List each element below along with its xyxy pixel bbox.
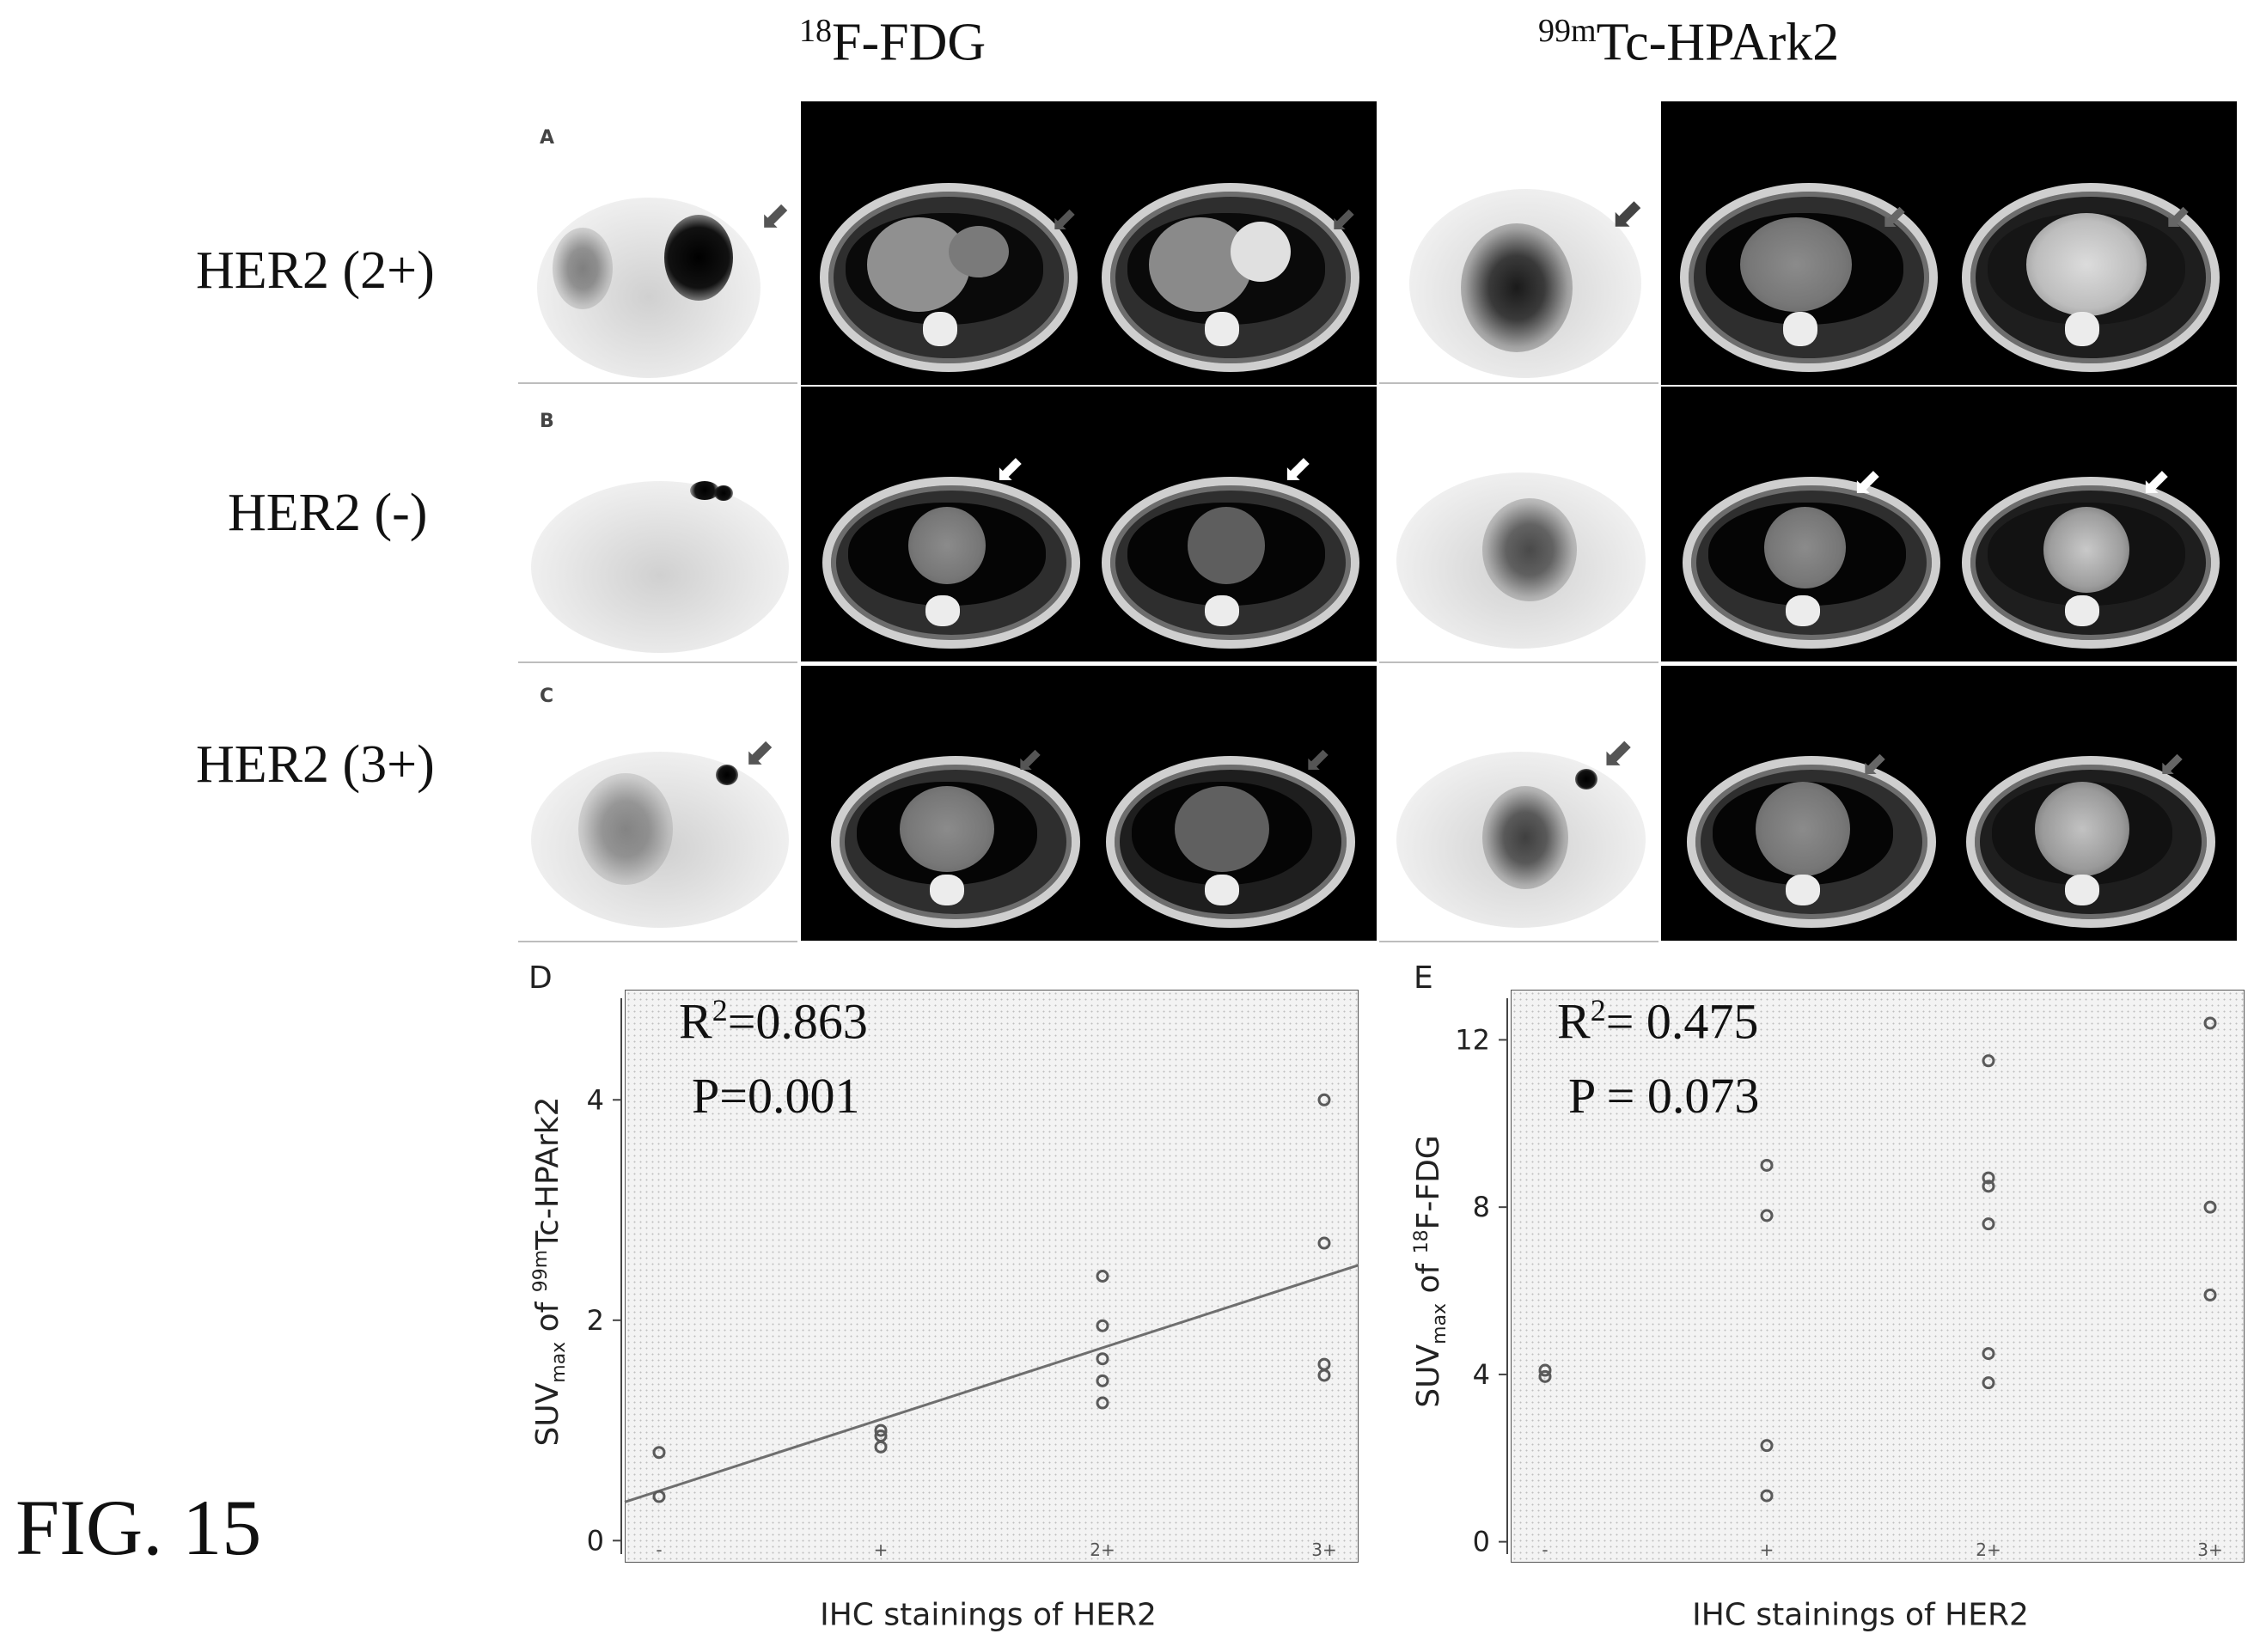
chart-e-data-point <box>1538 1369 1552 1383</box>
pet-image-hpark2-a: ⬋ <box>1379 103 1658 384</box>
chart-d-x-tick-label: - <box>656 1539 662 1560</box>
chart-e-data-point <box>1760 1209 1774 1222</box>
chart-d-data-point <box>1096 1396 1109 1410</box>
row-label-her2-neg: HER2 (-) <box>228 484 428 542</box>
chart-e-data-point <box>1760 1489 1774 1503</box>
chart-d-plot-area <box>625 990 1359 1563</box>
chart-e-x-axis-title: IHC stainings of HER2 <box>1692 1597 2029 1633</box>
ct-images-hpark2-a: ⬋ ⬋ <box>1661 101 2237 385</box>
chart-d-data-point <box>1317 1093 1331 1106</box>
chart-d-r2: R2=0.863 <box>679 993 868 1050</box>
pet-image-hpark2-c: ⬋ <box>1379 666 1658 942</box>
chart-e-data-point <box>1982 1376 1995 1390</box>
panel-letter-d: D <box>528 960 553 996</box>
chart-d-y-tick-label: 4 <box>587 1083 604 1116</box>
chart-e-x-tick-label: - <box>1542 1539 1548 1560</box>
chart-e-y-axis-title: SUVmax of 18F-FDG <box>1410 1135 1451 1408</box>
chart-e-r2: R2= 0.475 <box>1557 993 1759 1050</box>
panel-letter-b: B <box>540 411 554 432</box>
chart-d-data-point <box>1096 1374 1109 1387</box>
chart-d-data-point <box>1317 1236 1331 1250</box>
chart-e-x-tick-label: 3+ <box>2197 1539 2222 1560</box>
chart-d-x-tick-label: 3+ <box>1311 1539 1336 1560</box>
chart-e-data-point <box>2203 1016 2217 1030</box>
chart-d-x-tick-label: + <box>874 1539 889 1560</box>
figure-label: FIG. 15 <box>15 1484 262 1571</box>
chart-e-plot-area <box>1511 990 2245 1563</box>
pet-image-hpark2-b <box>1379 387 1658 663</box>
ct-images-hpark2-c: ⬋ ⬋ <box>1661 666 2237 941</box>
chart-d-p-value: P=0.001 <box>692 1068 860 1124</box>
chart-e-data-point <box>2203 1288 2217 1301</box>
chart-d-data-point <box>1096 1352 1109 1366</box>
column-title-fdg: 18F-FDG <box>799 13 987 72</box>
chart-e-data-point <box>1538 1363 1552 1377</box>
chart-d-data-point <box>652 1446 666 1460</box>
chart-d-x-axis-title: IHC stainings of HER2 <box>820 1597 1157 1633</box>
chart-e-y-tick-label: 4 <box>1473 1358 1490 1391</box>
chart-e-data-point <box>1982 1180 1995 1193</box>
chart-d-y-tick-label: 2 <box>587 1304 604 1337</box>
ct-images-fdg-b: ⬋ ⬋ <box>801 387 1377 661</box>
chart-e-data-point <box>1982 1054 1995 1068</box>
chart-e-data-point <box>1982 1171 1995 1185</box>
chart-e-data-point <box>2203 1200 2217 1214</box>
ct-images-fdg-c: ⬋ ⬋ <box>801 666 1377 941</box>
chart-e-x-tick-label: 2+ <box>1976 1539 2001 1560</box>
ct-images-fdg-a: ⬋ ⬋ <box>801 101 1377 385</box>
row-label-her2-2plus: HER2 (2+) <box>196 241 435 300</box>
chart-e-y-tick-label: 0 <box>1473 1526 1490 1558</box>
panel-letter-c: C <box>540 686 554 707</box>
chart-d-data-point <box>652 1490 666 1503</box>
column-title-hpark2: 99mTc-HPArk2 <box>1538 13 1840 72</box>
chart-d-data-point <box>1317 1369 1331 1382</box>
chart-e-data-point <box>1982 1347 1995 1361</box>
chart-e-y-tick-label: 12 <box>1455 1023 1490 1056</box>
panel-letter-e: E <box>1414 960 1433 996</box>
row-label-her2-3plus: HER2 (3+) <box>196 735 435 794</box>
ct-images-hpark2-b: ⬋ ⬋ <box>1661 387 2237 661</box>
chart-e-y-tick-label: 8 <box>1473 1191 1490 1223</box>
pet-image-fdg-c: ⬋ <box>518 666 797 942</box>
chart-e-data-point <box>1982 1217 1995 1231</box>
chart-d-x-tick-label: 2+ <box>1090 1539 1115 1560</box>
pet-image-fdg-a: ⬋ <box>518 103 797 384</box>
chart-d-data-point <box>1096 1319 1109 1332</box>
chart-d-data-point <box>1096 1270 1109 1283</box>
chart-e-x-tick-label: + <box>1760 1539 1774 1560</box>
chart-d-data-point <box>874 1440 888 1454</box>
chart-e-p-value: P = 0.073 <box>1568 1068 1760 1124</box>
chart-d-y-tick-label: 0 <box>587 1524 604 1557</box>
panel-letter-a: A <box>540 127 555 149</box>
chart-d-trendline <box>624 1264 1359 1503</box>
pet-image-fdg-b <box>518 387 797 663</box>
chart-d-data-point <box>874 1423 888 1437</box>
chart-e-data-point <box>1760 1439 1774 1453</box>
chart-e-data-point <box>1760 1158 1774 1172</box>
